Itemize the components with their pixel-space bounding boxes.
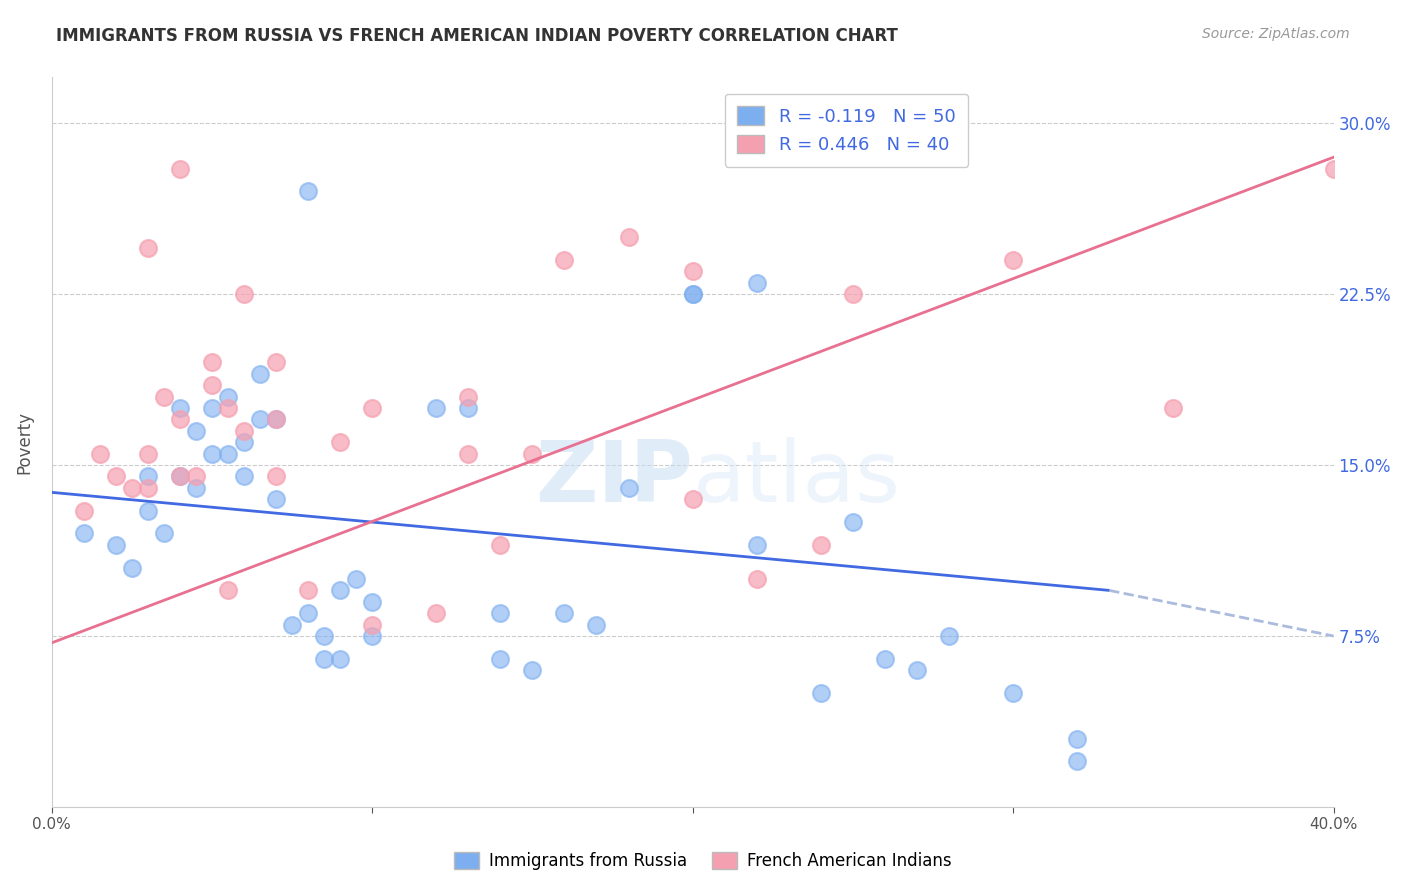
Point — [233, 287, 256, 301]
Point — [184, 424, 207, 438]
Point — [329, 435, 352, 450]
Text: atlas: atlas — [693, 437, 901, 520]
Point — [1002, 252, 1025, 267]
Point — [136, 481, 159, 495]
Point — [89, 447, 111, 461]
Point — [233, 469, 256, 483]
Point — [682, 287, 704, 301]
Point — [361, 595, 384, 609]
Point — [938, 629, 960, 643]
Point — [522, 447, 544, 461]
Point — [361, 629, 384, 643]
Point — [585, 617, 607, 632]
Point — [489, 538, 512, 552]
Point — [201, 378, 224, 392]
Point — [169, 469, 191, 483]
Text: IMMIGRANTS FROM RUSSIA VS FRENCH AMERICAN INDIAN POVERTY CORRELATION CHART: IMMIGRANTS FROM RUSSIA VS FRENCH AMERICA… — [56, 27, 898, 45]
Point — [297, 583, 319, 598]
Point — [136, 242, 159, 256]
Point — [810, 538, 832, 552]
Point — [1066, 731, 1088, 746]
Point — [121, 560, 143, 574]
Point — [153, 526, 176, 541]
Point — [104, 538, 127, 552]
Point — [457, 390, 479, 404]
Point — [873, 652, 896, 666]
Point — [264, 355, 287, 369]
Point — [682, 264, 704, 278]
Point — [297, 185, 319, 199]
Point — [169, 401, 191, 415]
Point — [489, 652, 512, 666]
Legend: Immigrants from Russia, French American Indians: Immigrants from Russia, French American … — [447, 845, 959, 877]
Point — [73, 503, 96, 517]
Point — [153, 390, 176, 404]
Point — [361, 617, 384, 632]
Point — [905, 663, 928, 677]
Point — [184, 481, 207, 495]
Point — [457, 447, 479, 461]
Point — [810, 686, 832, 700]
Point — [121, 481, 143, 495]
Point — [344, 572, 367, 586]
Point — [1002, 686, 1025, 700]
Point — [522, 663, 544, 677]
Point — [104, 469, 127, 483]
Point — [281, 617, 304, 632]
Point — [136, 447, 159, 461]
Point — [136, 469, 159, 483]
Point — [617, 481, 640, 495]
Point — [297, 606, 319, 620]
Point — [217, 447, 239, 461]
Point — [457, 401, 479, 415]
Point — [249, 367, 271, 381]
Point — [217, 401, 239, 415]
Point — [201, 355, 224, 369]
Point — [249, 412, 271, 426]
Point — [1161, 401, 1184, 415]
Point — [745, 572, 768, 586]
Point — [314, 652, 336, 666]
Point — [1066, 755, 1088, 769]
Point — [329, 583, 352, 598]
Point — [201, 447, 224, 461]
Point — [842, 515, 865, 529]
Point — [1322, 161, 1344, 176]
Point — [201, 401, 224, 415]
Point — [617, 230, 640, 244]
Point — [682, 492, 704, 507]
Point — [314, 629, 336, 643]
Point — [233, 424, 256, 438]
Text: Source: ZipAtlas.com: Source: ZipAtlas.com — [1202, 27, 1350, 41]
Point — [425, 606, 447, 620]
Point — [264, 412, 287, 426]
Point — [745, 276, 768, 290]
Point — [842, 287, 865, 301]
Point — [136, 503, 159, 517]
Point — [361, 401, 384, 415]
Text: ZIP: ZIP — [534, 437, 693, 520]
Point — [217, 390, 239, 404]
Point — [264, 412, 287, 426]
Point — [264, 469, 287, 483]
Point — [233, 435, 256, 450]
Point — [169, 161, 191, 176]
Point — [184, 469, 207, 483]
Point — [169, 469, 191, 483]
Point — [264, 492, 287, 507]
Y-axis label: Poverty: Poverty — [15, 410, 32, 474]
Point — [489, 606, 512, 620]
Point — [553, 252, 575, 267]
Legend: R = -0.119   N = 50, R = 0.446   N = 40: R = -0.119 N = 50, R = 0.446 N = 40 — [724, 94, 969, 167]
Point — [553, 606, 575, 620]
Point — [329, 652, 352, 666]
Point — [169, 412, 191, 426]
Point — [217, 583, 239, 598]
Point — [745, 538, 768, 552]
Point — [682, 287, 704, 301]
Point — [425, 401, 447, 415]
Point — [73, 526, 96, 541]
